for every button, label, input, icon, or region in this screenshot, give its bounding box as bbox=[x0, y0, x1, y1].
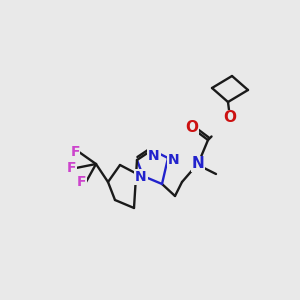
Text: F: F bbox=[70, 145, 80, 159]
Text: O: O bbox=[185, 121, 199, 136]
Text: F: F bbox=[67, 161, 77, 175]
Text: O: O bbox=[224, 110, 236, 125]
Text: F: F bbox=[77, 175, 87, 189]
Text: N: N bbox=[168, 153, 180, 167]
Text: N: N bbox=[148, 149, 160, 163]
Text: N: N bbox=[135, 170, 147, 184]
Text: N: N bbox=[192, 157, 204, 172]
